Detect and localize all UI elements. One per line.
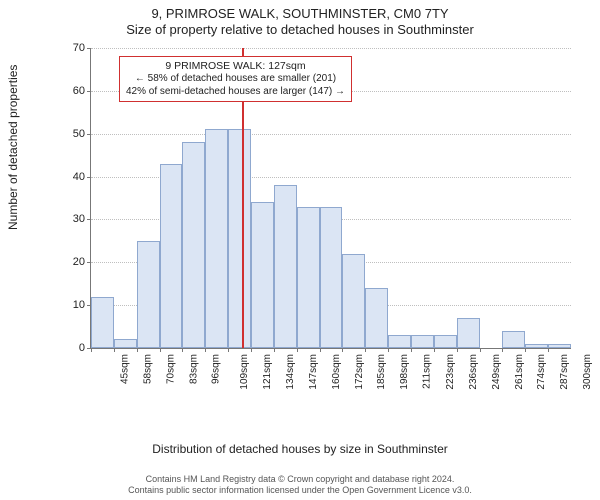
x-tick-label: 134sqm <box>285 354 296 390</box>
x-tick-label: 211sqm <box>421 354 432 389</box>
x-tick-mark <box>205 348 206 352</box>
annotation-title: 9 PRIMROSE WALK: 127sqm <box>126 60 345 73</box>
histogram-bar <box>160 164 183 348</box>
annotation-line2: ← 58% of detached houses are smaller (20… <box>126 73 345 86</box>
histogram-bar <box>251 202 274 348</box>
histogram-bar <box>502 331 525 348</box>
histogram-bar <box>320 207 343 348</box>
chart-area: 01020304050607045sqm58sqm70sqm83sqm96sqm… <box>60 48 580 418</box>
x-tick-label: 96sqm <box>211 354 222 384</box>
histogram-bar <box>434 335 457 348</box>
x-tick-label: 160sqm <box>331 354 342 390</box>
footer-line1: Contains HM Land Registry data © Crown c… <box>0 474 600 485</box>
x-axis-label: Distribution of detached houses by size … <box>0 442 600 456</box>
x-tick-label: 274sqm <box>537 354 548 390</box>
x-tick-label: 198sqm <box>399 354 410 390</box>
title-block: 9, PRIMROSE WALK, SOUTHMINSTER, CM0 7TY … <box>0 0 600 39</box>
y-tick-label: 30 <box>73 213 85 225</box>
x-tick-label: 223sqm <box>445 354 456 390</box>
y-tick-label: 0 <box>79 342 85 354</box>
x-tick-mark <box>274 348 275 352</box>
y-axis-label: Number of detached properties <box>6 65 20 230</box>
x-tick-mark <box>548 348 549 352</box>
x-tick-label: 185sqm <box>377 354 388 390</box>
histogram-bar <box>205 129 228 348</box>
x-tick-mark <box>525 348 526 352</box>
footer-line2: Contains public sector information licen… <box>0 485 600 496</box>
title-address: 9, PRIMROSE WALK, SOUTHMINSTER, CM0 7TY <box>0 6 600 22</box>
x-tick-mark <box>137 348 138 352</box>
x-tick-mark <box>182 348 183 352</box>
x-tick-mark <box>160 348 161 352</box>
x-tick-mark <box>342 348 343 352</box>
y-tick-label: 10 <box>73 299 85 311</box>
x-tick-label: 261sqm <box>514 354 525 390</box>
x-tick-mark <box>480 348 481 352</box>
y-tick-label: 20 <box>73 256 85 268</box>
x-tick-label: 83sqm <box>188 354 199 384</box>
histogram-bar <box>342 254 365 348</box>
x-tick-label: 45sqm <box>120 354 131 384</box>
histogram-bar <box>297 207 320 348</box>
annotation-line3: 42% of semi-detached houses are larger (… <box>126 86 345 99</box>
histogram-bar <box>411 335 434 348</box>
x-tick-mark <box>297 348 298 352</box>
x-tick-label: 249sqm <box>491 354 502 390</box>
x-tick-mark <box>91 348 92 352</box>
x-tick-label: 70sqm <box>165 354 176 384</box>
footer: Contains HM Land Registry data © Crown c… <box>0 474 600 496</box>
x-tick-mark <box>388 348 389 352</box>
histogram-bar <box>525 344 548 348</box>
x-tick-label: 109sqm <box>239 354 250 390</box>
x-tick-mark <box>411 348 412 352</box>
y-tick-label: 60 <box>73 85 85 97</box>
histogram-bar <box>274 185 297 348</box>
plot: 01020304050607045sqm58sqm70sqm83sqm96sqm… <box>60 48 580 378</box>
x-tick-mark <box>365 348 366 352</box>
x-tick-label: 236sqm <box>468 354 479 390</box>
histogram-bar <box>228 129 251 348</box>
title-subtitle: Size of property relative to detached ho… <box>0 22 600 38</box>
histogram-bar <box>182 142 205 348</box>
x-tick-label: 172sqm <box>354 354 365 390</box>
x-tick-mark <box>457 348 458 352</box>
plot-inner: 01020304050607045sqm58sqm70sqm83sqm96sqm… <box>90 48 571 349</box>
x-tick-label: 287sqm <box>559 354 570 390</box>
y-tick-label: 40 <box>73 171 85 183</box>
histogram-bar <box>548 344 571 348</box>
x-tick-mark <box>114 348 115 352</box>
histogram-bar <box>91 297 114 348</box>
histogram-bar <box>365 288 388 348</box>
x-tick-mark <box>251 348 252 352</box>
x-tick-mark <box>502 348 503 352</box>
x-tick-mark <box>320 348 321 352</box>
y-tick-label: 50 <box>73 128 85 140</box>
y-tick-label: 70 <box>73 42 85 54</box>
histogram-bar <box>137 241 160 348</box>
annotation-box: 9 PRIMROSE WALK: 127sqm← 58% of detached… <box>119 56 352 102</box>
x-tick-mark <box>434 348 435 352</box>
x-tick-label: 121sqm <box>262 354 273 390</box>
histogram-bar <box>388 335 411 348</box>
x-tick-mark <box>228 348 229 352</box>
histogram-bar <box>457 318 480 348</box>
x-tick-label: 300sqm <box>582 354 593 390</box>
histogram-bar <box>114 339 137 348</box>
x-tick-label: 147sqm <box>308 354 319 390</box>
x-tick-label: 58sqm <box>142 354 153 384</box>
